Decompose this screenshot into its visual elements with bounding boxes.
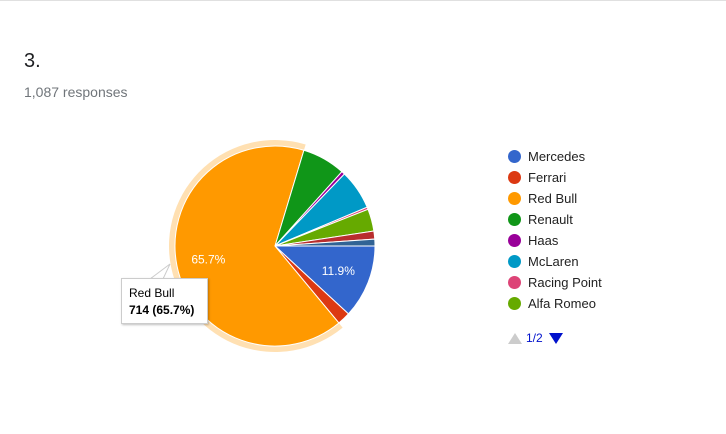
- legend-item-renault[interactable]: Renault: [508, 209, 602, 230]
- legend-swatch: [508, 297, 521, 310]
- previous-page-icon: [508, 332, 522, 344]
- response-count: 1,087 responses: [24, 84, 128, 100]
- legend-label: Alfa Romeo: [528, 296, 596, 311]
- legend-label: McLaren: [528, 254, 579, 269]
- pie-slice-other-9[interactable]: [274, 238, 376, 247]
- legend-label: Racing Point: [528, 275, 602, 290]
- legend-label: Haas: [528, 233, 559, 248]
- legend-swatch: [508, 255, 521, 268]
- legend-item-mercedes[interactable]: Mercedes: [508, 146, 602, 167]
- legend-swatch: [508, 150, 521, 163]
- pie-slice-red-bull[interactable]: [174, 145, 340, 347]
- legend-swatch: [508, 213, 521, 226]
- legend-swatch: [508, 234, 521, 247]
- legend-label: Red Bull: [528, 191, 578, 206]
- legend-item-red-bull[interactable]: Red Bull: [508, 188, 602, 209]
- legend-item-alfa-romeo[interactable]: Alfa Romeo: [508, 293, 602, 314]
- chart-tooltip: Red Bull 714 (65.7%): [121, 278, 208, 324]
- legend-swatch: [508, 276, 521, 289]
- legend-swatch: [508, 192, 521, 205]
- legend-pager: 1/2: [508, 331, 563, 345]
- slice-percent-label: 11.9%: [322, 264, 355, 278]
- tooltip-pointer: [148, 263, 171, 280]
- legend-item-mclaren[interactable]: McLaren: [508, 251, 602, 272]
- chart-legend: Mercedes Ferrari Red Bull Renault Haas M…: [508, 146, 602, 314]
- pie-slice-mercedes[interactable]: [273, 245, 376, 315]
- page-indicator: 1/2: [526, 331, 543, 345]
- tooltip-value: 714 (65.7%): [129, 303, 195, 317]
- slice-percent-label: 65.7%: [191, 252, 225, 266]
- question-number: 3.: [24, 50, 41, 72]
- legend-item-ferrari[interactable]: Ferrari: [508, 167, 602, 188]
- legend-swatch: [508, 171, 521, 184]
- legend-label: Renault: [528, 212, 573, 227]
- tooltip-title: Red Bull: [129, 286, 175, 300]
- legend-label: Mercedes: [528, 149, 586, 164]
- legend-item-racing-point[interactable]: Racing Point: [508, 272, 602, 293]
- next-page-icon[interactable]: [548, 332, 563, 344]
- legend-item-haas[interactable]: Haas: [508, 230, 602, 251]
- legend-label: Ferrari: [528, 170, 567, 185]
